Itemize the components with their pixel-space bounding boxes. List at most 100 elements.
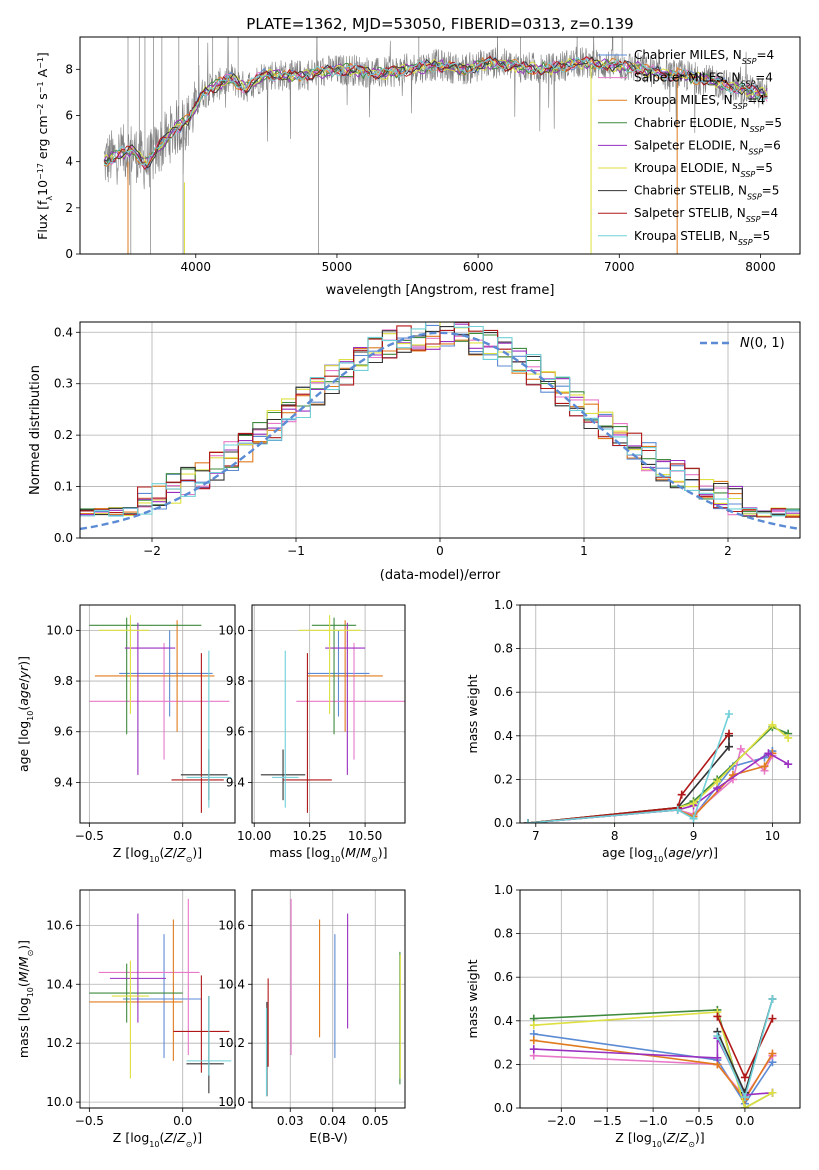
axes-frame — [79, 604, 236, 824]
x-tick-label: 0.05 — [362, 1114, 389, 1128]
weight-line-kroupa-miles — [533, 1039, 774, 1101]
y-tick-label: 9.4 — [54, 775, 73, 789]
y-tick-label: 9.4 — [226, 775, 245, 789]
y-tick-label: 0.2 — [494, 1057, 513, 1071]
legend-label-salpeter-elodie: Salpeter ELODIE, NSSP=6 — [634, 138, 781, 156]
x-tick-label: 0.0 — [173, 1114, 192, 1128]
errorbar-kroupa-elodie — [298, 615, 361, 714]
y-tick-label: 0.6 — [494, 685, 513, 699]
x-tick-label: 0.0 — [735, 1114, 754, 1128]
weight-marker-kroupa-elodie — [784, 733, 793, 742]
weight-marker-kroupa-stelib — [689, 814, 698, 823]
legend-label-chabrier-stelib: Chabrier STELIB, NSSP=5 — [634, 184, 779, 202]
y-tick-label: 0.1 — [54, 480, 73, 494]
weight-marker-salpeter-elodie — [529, 1045, 538, 1054]
errorbar-kroupa-stelib — [186, 650, 232, 808]
spectrum-title: PLATE=1362, MJD=53050, FIBERID=0313, z=0… — [246, 15, 633, 33]
errorbar-salpeter-miles — [98, 898, 200, 1055]
x-tick-label: −0.5 — [75, 829, 104, 843]
age_vs_mass-axes: 10.00 10.25 10.50 9.4 9.6 9.8 10.0 mass [log10(… — [218, 604, 406, 864]
spectrum-axes-plot-area — [103, 37, 768, 254]
y-tick-label: 9.8 — [54, 674, 73, 688]
y-axis-label: age [log10(age/yr)] — [16, 656, 35, 772]
x-tick-label: 10.25 — [292, 829, 326, 843]
y-tick-label: 2 — [65, 201, 73, 215]
y-axis-label: mass [log10(M/M⊙)] — [16, 940, 35, 1058]
y-tick-label: 10.0 — [46, 623, 73, 637]
x-tick-label: −1 — [287, 544, 305, 558]
x-tick-label: −1.0 — [639, 1114, 668, 1128]
y-tick-label: 1.0 — [494, 883, 513, 897]
legend-label-chabrier-miles: Chabrier MILES, NSSP=4 — [634, 48, 774, 66]
x-axis-label: (data-model)/error — [380, 568, 501, 583]
x-tick-label: 4000 — [180, 260, 211, 274]
age_vs_z-axes: −0.5 0.0 9.4 9.6 9.8 10.0 Z [log10(Z/Z⊙)] age [… — [16, 604, 236, 864]
y-tick-label: 0.4 — [54, 325, 73, 339]
y-tick-label: 10.6 — [46, 918, 73, 932]
y-axis-label: mass weight — [465, 959, 480, 1038]
model-curve-kroupa-stelib — [103, 57, 768, 167]
weight-marker-salpeter-stelib — [725, 729, 734, 738]
errorbar-chabrier-elodie — [89, 617, 202, 735]
y-tick-label: 10.6 — [218, 918, 245, 932]
x-tick-label: 10 — [765, 829, 780, 843]
x-tick-label: −0.5 — [75, 1114, 104, 1128]
y-tick-label: 10.0 — [218, 623, 245, 637]
x-tick-label: 1 — [580, 544, 588, 558]
x-tick-label: 0.04 — [319, 1114, 346, 1128]
weight-marker-kroupa-elodie — [529, 1021, 538, 1030]
x-tick-label: −2 — [143, 544, 161, 558]
histogram-salpeter-stelib — [80, 322, 800, 518]
x-tick-label: −2.0 — [547, 1114, 576, 1128]
x-tick-label: 5000 — [322, 260, 353, 274]
errorbar-kroupa-miles — [307, 620, 383, 732]
x-axis-label: Z [log10(Z/Z⊙)] — [113, 1130, 202, 1149]
axes-frame — [519, 889, 801, 1109]
residual-axes: −2 −1 0 1 2 0.0 0.1 0.2 0.3 0.4 (data-model)/error… — [28, 321, 801, 583]
weight-line-salpeter-elodie — [527, 752, 789, 823]
weight-marker-salpeter-elodie — [713, 1053, 722, 1062]
weight-line-kroupa-stelib — [527, 713, 730, 823]
y-tick-label: 9.6 — [226, 725, 245, 739]
model-curve-salpeter-stelib — [103, 55, 768, 170]
weight_vs_z-axes-plot-area — [520, 890, 800, 1108]
weight-marker-kroupa-elodie — [768, 720, 777, 729]
weight-marker-kroupa-miles — [760, 762, 769, 771]
weight-marker-kroupa-elodie — [713, 777, 722, 786]
normal-distribution-curve — [80, 331, 800, 531]
errorbar-kroupa-miles — [89, 919, 183, 1061]
x-tick-label: 8000 — [745, 260, 776, 274]
errorbar-chabrier-stelib — [260, 749, 306, 801]
y-tick-label: 10.2 — [46, 1036, 73, 1050]
y-tick-label: 10.2 — [218, 1036, 245, 1050]
y-tick-label: 4 — [65, 155, 73, 169]
x-tick-label: 0.03 — [277, 1114, 304, 1128]
y-tick-label: 10.0 — [46, 1095, 73, 1109]
residual-axes-plot-area — [80, 322, 800, 538]
weight-marker-kroupa-elodie — [740, 1104, 749, 1108]
weight_vs_age-axes: 7 8 9 10 0.0 0.2 0.4 0.6 0.8 1.0 age [log10(age/yr… — [465, 598, 801, 864]
weight-marker-kroupa-stelib — [673, 805, 682, 814]
errorbar-salpeter-miles — [296, 643, 405, 760]
spectrum-axes: 4000 5000 6000 7000 8000 0 2 4 6 8 wavelength [Ang… — [35, 36, 801, 298]
mass_vs_ebv-axes-plot-area — [252, 890, 405, 1108]
legend-label-kroupa-stelib: Kroupa STELIB, NSSP=5 — [634, 229, 770, 247]
weight-marker-kroupa-stelib — [523, 819, 532, 823]
x-tick-label: 8 — [611, 829, 619, 843]
weight-marker-kroupa-stelib — [725, 710, 734, 718]
histogram-kroupa-stelib — [80, 322, 800, 517]
weight-marker-salpeter-stelib — [768, 1014, 777, 1023]
x-axis-label: Z [log10(Z/Z⊙)] — [113, 845, 202, 864]
weight_vs_age-axes-plot-area — [520, 605, 800, 823]
weight-line-kroupa-elodie — [533, 1011, 773, 1108]
y-tick-label: 10.4 — [218, 977, 245, 991]
y-axis-label-text: Flux [fλ10−17 erg cm−2 s−1 A−1] — [35, 52, 54, 240]
legend-label-normal-text: N(0, 1) — [740, 336, 785, 351]
x-tick-label: 6000 — [463, 260, 494, 274]
weight-marker-salpeter-stelib — [713, 1012, 722, 1021]
x-tick-label: 2 — [724, 544, 732, 558]
axes-frame — [79, 889, 236, 1109]
errorbar-chabrier-stelib — [180, 749, 228, 801]
weight_vs_z-axes: −2.0 −1.5 −1.0 −0.5 0.0 0.0 0.2 0.4 0.6 0.8 1.0 Z [… — [465, 883, 801, 1149]
weight-marker-kroupa-elodie — [768, 1088, 777, 1097]
